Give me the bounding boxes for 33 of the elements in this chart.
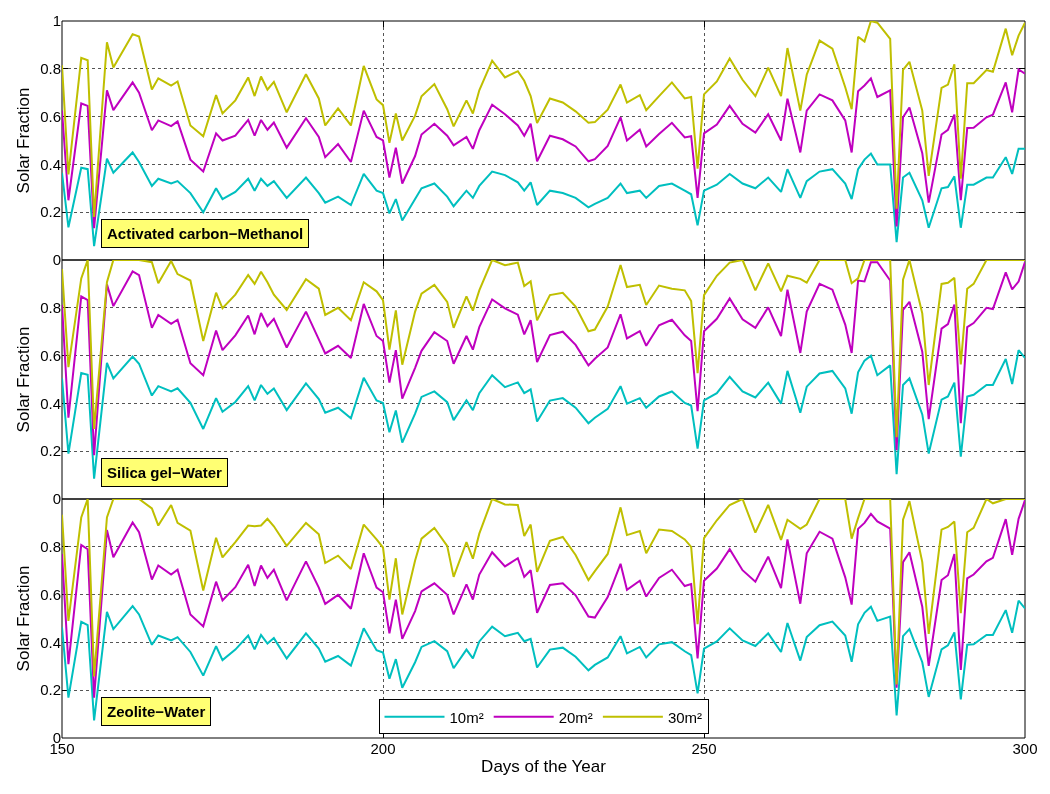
annotation: Zeolite−Water [107, 703, 206, 720]
x-tick-label: 250 [691, 740, 717, 757]
x-tick-label: 200 [370, 740, 396, 757]
y-tick-label: 0.6 [40, 107, 61, 125]
y-tick-label: 0 [52, 490, 61, 508]
y-axis-title: Solar Fraction [13, 565, 33, 672]
y-tick-label: 0.8 [40, 299, 61, 317]
legend-label: 30m² [667, 708, 703, 726]
line-series [62, 68, 1025, 230]
y-tick-label: 0.4 [40, 155, 61, 173]
line-series [62, 349, 1025, 480]
legend-label: 10m² [449, 708, 484, 726]
y-tick-label: 0.6 [40, 346, 61, 364]
y-tick-label: 0.2 [40, 203, 61, 221]
line-series [62, 21, 1025, 218]
x-tick-label: 300 [1012, 740, 1038, 757]
legend-label: 20m² [558, 708, 593, 726]
y-tick-label: 1 [52, 12, 61, 30]
line-series [62, 147, 1025, 248]
annotation: Activated carbon−Methanol [107, 225, 304, 242]
y-tick-label: 0.4 [40, 633, 61, 651]
y-axis-title: Solar Fraction [13, 87, 33, 194]
x-axis-title: Days of the Year [481, 757, 607, 777]
y-axis-title: Solar Fraction [13, 326, 33, 433]
y-tick-label: 0.2 [40, 681, 61, 699]
line-series [62, 599, 1025, 722]
y-tick-label: 0 [52, 251, 61, 269]
y-tick-label: 0.4 [40, 394, 61, 412]
y-tick-label: 0.8 [40, 538, 61, 556]
y-tick-label: 0.8 [40, 60, 61, 78]
y-tick-label: 0.2 [40, 442, 61, 460]
y-tick-label: 0.6 [40, 585, 61, 603]
annotation: Silica gel−Water [107, 464, 223, 481]
